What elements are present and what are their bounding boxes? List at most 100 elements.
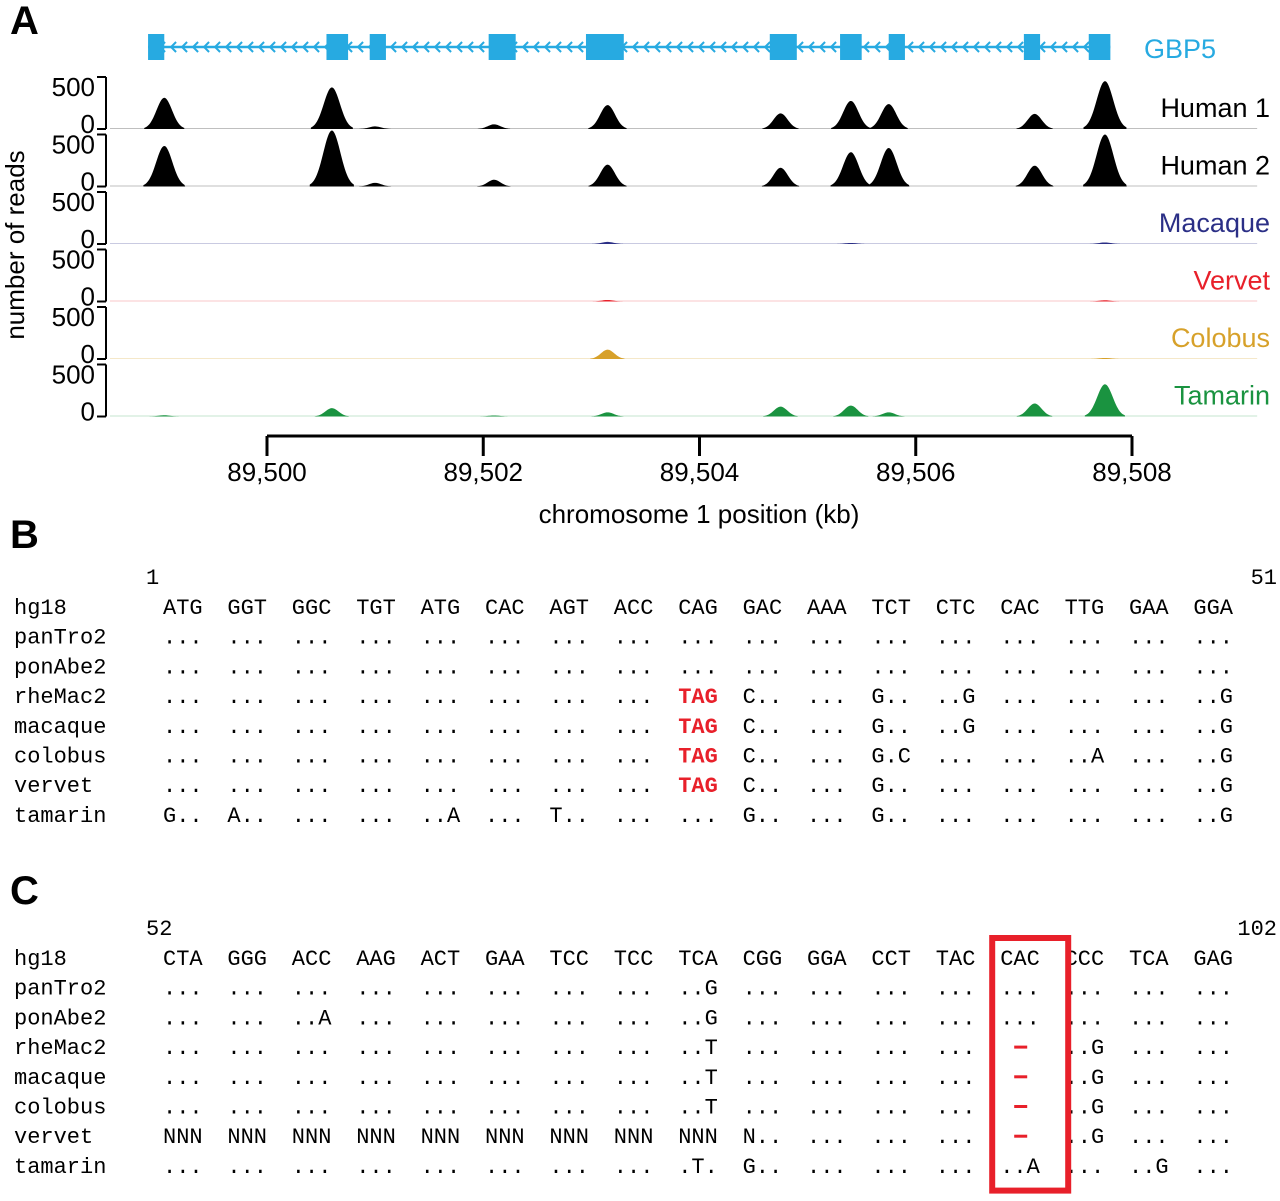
- codon: ...: [936, 655, 976, 680]
- track-y-tick-label-top: 500: [52, 302, 95, 332]
- coverage-peak: [1089, 242, 1121, 244]
- x-tick-label: 89,500: [227, 457, 307, 487]
- stop-codon: TAG: [678, 745, 718, 770]
- strand-arrow: [433, 41, 441, 53]
- alignment-start-position: 1: [146, 566, 159, 591]
- codon: TAC: [936, 947, 976, 972]
- codon: ...: [936, 977, 976, 1002]
- codon: NNN: [485, 1125, 525, 1150]
- strand-arrow: [994, 41, 1002, 53]
- track-y-tick-label-zero: 0: [81, 109, 95, 139]
- strand-arrow: [477, 41, 485, 53]
- codon: ...: [485, 685, 525, 710]
- codon: ...: [292, 1155, 332, 1180]
- codon: ...: [421, 1096, 461, 1121]
- alignment-row-vervet: vervet NNN NNN NNN NNN NNN NNN NNN NNN NNN N......…: [14, 1125, 1233, 1150]
- codon: ..T: [678, 1096, 718, 1121]
- track-y-tick-label-top: 500: [52, 187, 95, 217]
- codon: ...: [807, 1125, 847, 1150]
- strand-arrow: [664, 41, 672, 53]
- codon: ...: [292, 1096, 332, 1121]
- codon: ...: [549, 626, 589, 651]
- codon: ...: [227, 1036, 267, 1061]
- codon: C..: [743, 745, 783, 770]
- codon: ...: [163, 745, 203, 770]
- strand-arrow: [675, 41, 683, 53]
- codon: TTG: [1065, 596, 1105, 621]
- codon: A..: [227, 804, 267, 829]
- codon: ...: [1129, 745, 1169, 770]
- codon: ...: [936, 804, 976, 829]
- species-label: macaque: [14, 715, 106, 740]
- codon: G..: [871, 774, 911, 799]
- track-vervet: 500 0 Vervet: [52, 245, 1271, 312]
- species-label: colobus: [14, 1096, 106, 1121]
- strand-arrow: [279, 41, 287, 53]
- codon: ...: [163, 685, 203, 710]
- codon: ...: [485, 774, 525, 799]
- codon: C..: [743, 774, 783, 799]
- codon: GGT: [227, 596, 267, 621]
- species-label: rheMac2: [14, 1036, 106, 1061]
- codon: ...: [485, 626, 525, 651]
- codon: CAG: [678, 596, 718, 621]
- codon: ...: [356, 685, 396, 710]
- codon: ...: [485, 715, 525, 740]
- species-label: panTro2: [14, 977, 106, 1002]
- codon: ATG: [163, 596, 203, 621]
- codon: ...: [163, 1096, 203, 1121]
- codon: ...: [485, 1036, 525, 1061]
- codon: NNN: [549, 1125, 589, 1150]
- codon: ...: [807, 1096, 847, 1121]
- coverage-peak: [835, 242, 866, 244]
- codon: ...: [1000, 715, 1040, 740]
- codon: ...: [227, 655, 267, 680]
- strand-arrow: [543, 41, 551, 53]
- x-axis-title: chromosome 1 position (kb): [539, 499, 860, 529]
- codon: G..: [871, 685, 911, 710]
- species-label: ponAbe2: [14, 1006, 106, 1031]
- x-tick-label: 89,508: [1092, 457, 1172, 487]
- codon: GGC: [292, 596, 332, 621]
- codon: ...: [1000, 1006, 1040, 1031]
- codon: ...: [871, 1006, 911, 1031]
- codon: ...: [227, 745, 267, 770]
- codon: ...: [227, 774, 267, 799]
- strand-arrow: [961, 41, 969, 53]
- codon: ...: [227, 685, 267, 710]
- alignment-row-vervet: vervet........................ TAG C..... G…: [14, 774, 1233, 799]
- codon: ..G: [1193, 685, 1233, 710]
- codon: .T.: [678, 1155, 718, 1180]
- codon: CAC: [485, 596, 525, 621]
- codon: ...: [1193, 1036, 1233, 1061]
- codon: NNN: [227, 1125, 267, 1150]
- strand-arrow: [939, 41, 947, 53]
- codon: ...: [549, 977, 589, 1002]
- codon: CTA: [163, 947, 203, 972]
- gene-exon: [369, 34, 386, 60]
- alignment-row-macaque: macaque........................ TAG C.....…: [14, 715, 1233, 740]
- codon: ...: [1129, 774, 1169, 799]
- codon: CCT: [871, 947, 911, 972]
- track-macaque: 500 0 Macaque: [52, 187, 1270, 254]
- codon: ...: [614, 804, 654, 829]
- gene-exon: [585, 34, 624, 60]
- alignment-row-hg18: hg18 CTA GGG ACC AAG ACT GAA TCC TCC TCA CGG GGA CCT…: [14, 947, 1233, 972]
- codon: ...: [485, 745, 525, 770]
- codon: ...: [421, 774, 461, 799]
- codon: ...: [163, 1066, 203, 1091]
- coverage-peak: [833, 405, 869, 417]
- coverage-peak: [478, 415, 510, 417]
- codon: ...: [678, 626, 718, 651]
- x-tick-label: 89,506: [876, 457, 956, 487]
- codon: ...: [807, 655, 847, 680]
- track-y-tick-label-zero: 0: [81, 339, 95, 369]
- stop-codon: TAG: [678, 774, 718, 799]
- strand-arrow: [686, 41, 694, 53]
- strand-arrow: [1071, 41, 1079, 53]
- codon: ...: [485, 1006, 525, 1031]
- coverage-peak: [1016, 113, 1053, 129]
- gene-label: GBP5: [1144, 34, 1216, 64]
- codon: ...: [1065, 685, 1105, 710]
- coverage-peak: [309, 130, 355, 187]
